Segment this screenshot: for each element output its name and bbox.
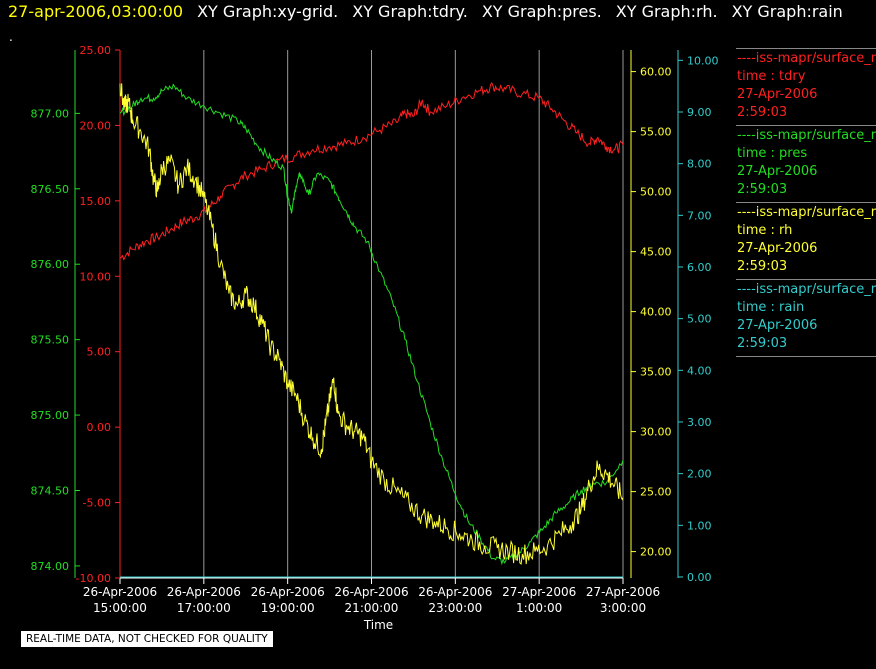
y-tick-label-pres: 874.00: [31, 560, 70, 573]
legend-date: 27-Apr-2006: [737, 241, 818, 256]
x-tick-label-time: 17:00:00: [177, 601, 231, 615]
y-tick-label-pres: 875.50: [31, 334, 70, 347]
legend-line-label: ----iss-mapr/surface_r: [737, 128, 876, 143]
y-tick-label-rh: 60.00: [640, 66, 672, 79]
y-tick-label-tdry: 20.00: [80, 119, 112, 132]
header-timestamp: 27-apr-2006,03:00:00: [8, 2, 184, 21]
legend-line-label: ----iss-mapr/surface_r: [737, 205, 876, 220]
x-tick-label-time: 3:00:00: [600, 601, 646, 615]
x-tick-label-date: 27-Apr-2006: [502, 585, 576, 599]
y-tick-label-rain: 8.00: [687, 158, 712, 171]
marker-dot: .: [9, 30, 13, 44]
y-tick-label-tdry: -5.00: [83, 497, 111, 510]
legend-date: 27-Apr-2006: [737, 87, 818, 102]
y-tick-label-rain: 9.00: [687, 106, 712, 119]
x-tick-label-date: 26-Apr-2006: [251, 585, 325, 599]
y-tick-label-rain: 4.00: [687, 364, 712, 377]
legend-series-label: time : tdry: [737, 69, 806, 84]
y-tick-label-rain: 7.00: [687, 209, 712, 222]
y-tick-label-rh: 20.00: [640, 546, 672, 559]
series-line-rh: [119, 83, 624, 565]
x-tick-label-time: 19:00:00: [261, 601, 315, 615]
legend-time: 2:59:03: [737, 105, 788, 120]
y-tick-label-rain: 10.00: [687, 54, 719, 67]
x-tick-label-time: 15:00:00: [93, 601, 147, 615]
x-tick-label-date: 26-Apr-2006: [334, 585, 408, 599]
y-tick-label-rain: 1.00: [687, 519, 712, 532]
y-tick-label-pres: 876.00: [31, 258, 70, 271]
legend-series-label: time : pres: [737, 146, 808, 161]
quality-notice: REAL-TIME DATA, NOT CHECKED FOR QUALITY: [20, 630, 274, 648]
x-axis-title: Time: [363, 618, 393, 632]
legend-time: 2:59:03: [737, 182, 788, 197]
y-tick-label-tdry: -10.00: [76, 572, 111, 585]
y-tick-label-pres: 877.00: [31, 107, 70, 120]
y-tick-label-pres: 874.50: [31, 485, 70, 498]
graph-title-pres: XY Graph:pres.: [481, 2, 602, 21]
legend-item-rh: ----iss-mapr/surface_r time : rh 27-Apr-…: [736, 202, 876, 279]
legend-date: 27-Apr-2006: [737, 164, 818, 179]
y-tick-label-tdry: 5.00: [87, 346, 112, 359]
x-tick-label-time: 21:00:00: [345, 601, 399, 615]
y-tick-label-rain: 6.00: [687, 261, 712, 274]
y-tick-label-rain: 0.00: [687, 571, 712, 584]
y-tick-label-rh: 40.00: [640, 306, 672, 319]
header-title-bar: 27-apr-2006,03:00:00 XY Graph:xy-grid. XY …: [8, 2, 843, 22]
x-tick-label-date: 26-Apr-2006: [167, 585, 241, 599]
legend-series-label: time : rain: [737, 300, 805, 315]
legend-item-rain: ----iss-mapr/surface_r time : rain 27-Ap…: [736, 279, 876, 357]
x-tick-label-date: 27-Apr-2006: [586, 585, 660, 599]
y-tick-label-tdry: 25.00: [80, 44, 112, 57]
y-tick-label-rh: 35.00: [640, 366, 672, 379]
y-tick-label-tdry: 10.00: [80, 270, 112, 283]
x-tick-label-time: 23:00:00: [428, 601, 482, 615]
legend-time: 2:59:03: [737, 336, 788, 351]
legend-line-label: ----iss-mapr/surface_r: [737, 282, 876, 297]
y-tick-label-rain: 2.00: [687, 468, 712, 481]
series-line-pres: [119, 83, 624, 566]
series-line-tdry: [119, 82, 624, 261]
legend-date: 27-Apr-2006: [737, 318, 818, 333]
y-tick-label-tdry: 0.00: [87, 421, 112, 434]
y-tick-label-rh: 55.00: [640, 126, 672, 139]
graph-title-xy-grid: XY Graph:xy-grid.: [197, 2, 339, 21]
legend-line-label: ----iss-mapr/surface_r: [737, 51, 876, 66]
x-tick-label-date: 26-Apr-2006: [418, 585, 492, 599]
legend-item-tdry: ----iss-mapr/surface_r time : tdry 27-Ap…: [736, 48, 876, 125]
legend: ----iss-mapr/surface_r time : tdry 27-Ap…: [736, 48, 876, 357]
graph-title-tdry: XY Graph:tdry.: [352, 2, 468, 21]
x-tick-label-time: 1:00:00: [516, 601, 562, 615]
y-tick-label-rh: 45.00: [640, 246, 672, 259]
graph-title-rain: XY Graph:rain: [731, 2, 843, 21]
legend-series-label: time : rh: [737, 223, 793, 238]
y-tick-label-rh: 50.00: [640, 186, 672, 199]
y-tick-label-rain: 5.00: [687, 313, 712, 326]
x-tick-label-date: 26-Apr-2006: [83, 585, 157, 599]
y-tick-label-pres: 876.50: [31, 183, 70, 196]
y-tick-label-rh: 25.00: [640, 486, 672, 499]
y-tick-label-tdry: 15.00: [80, 195, 112, 208]
legend-item-pres: ----iss-mapr/surface_r time : pres 27-Ap…: [736, 125, 876, 202]
y-tick-label-pres: 875.00: [31, 409, 70, 422]
legend-time: 2:59:03: [737, 259, 788, 274]
y-tick-label-rh: 30.00: [640, 426, 672, 439]
graph-title-rh: XY Graph:rh.: [615, 2, 718, 21]
y-tick-label-rain: 3.00: [687, 416, 712, 429]
